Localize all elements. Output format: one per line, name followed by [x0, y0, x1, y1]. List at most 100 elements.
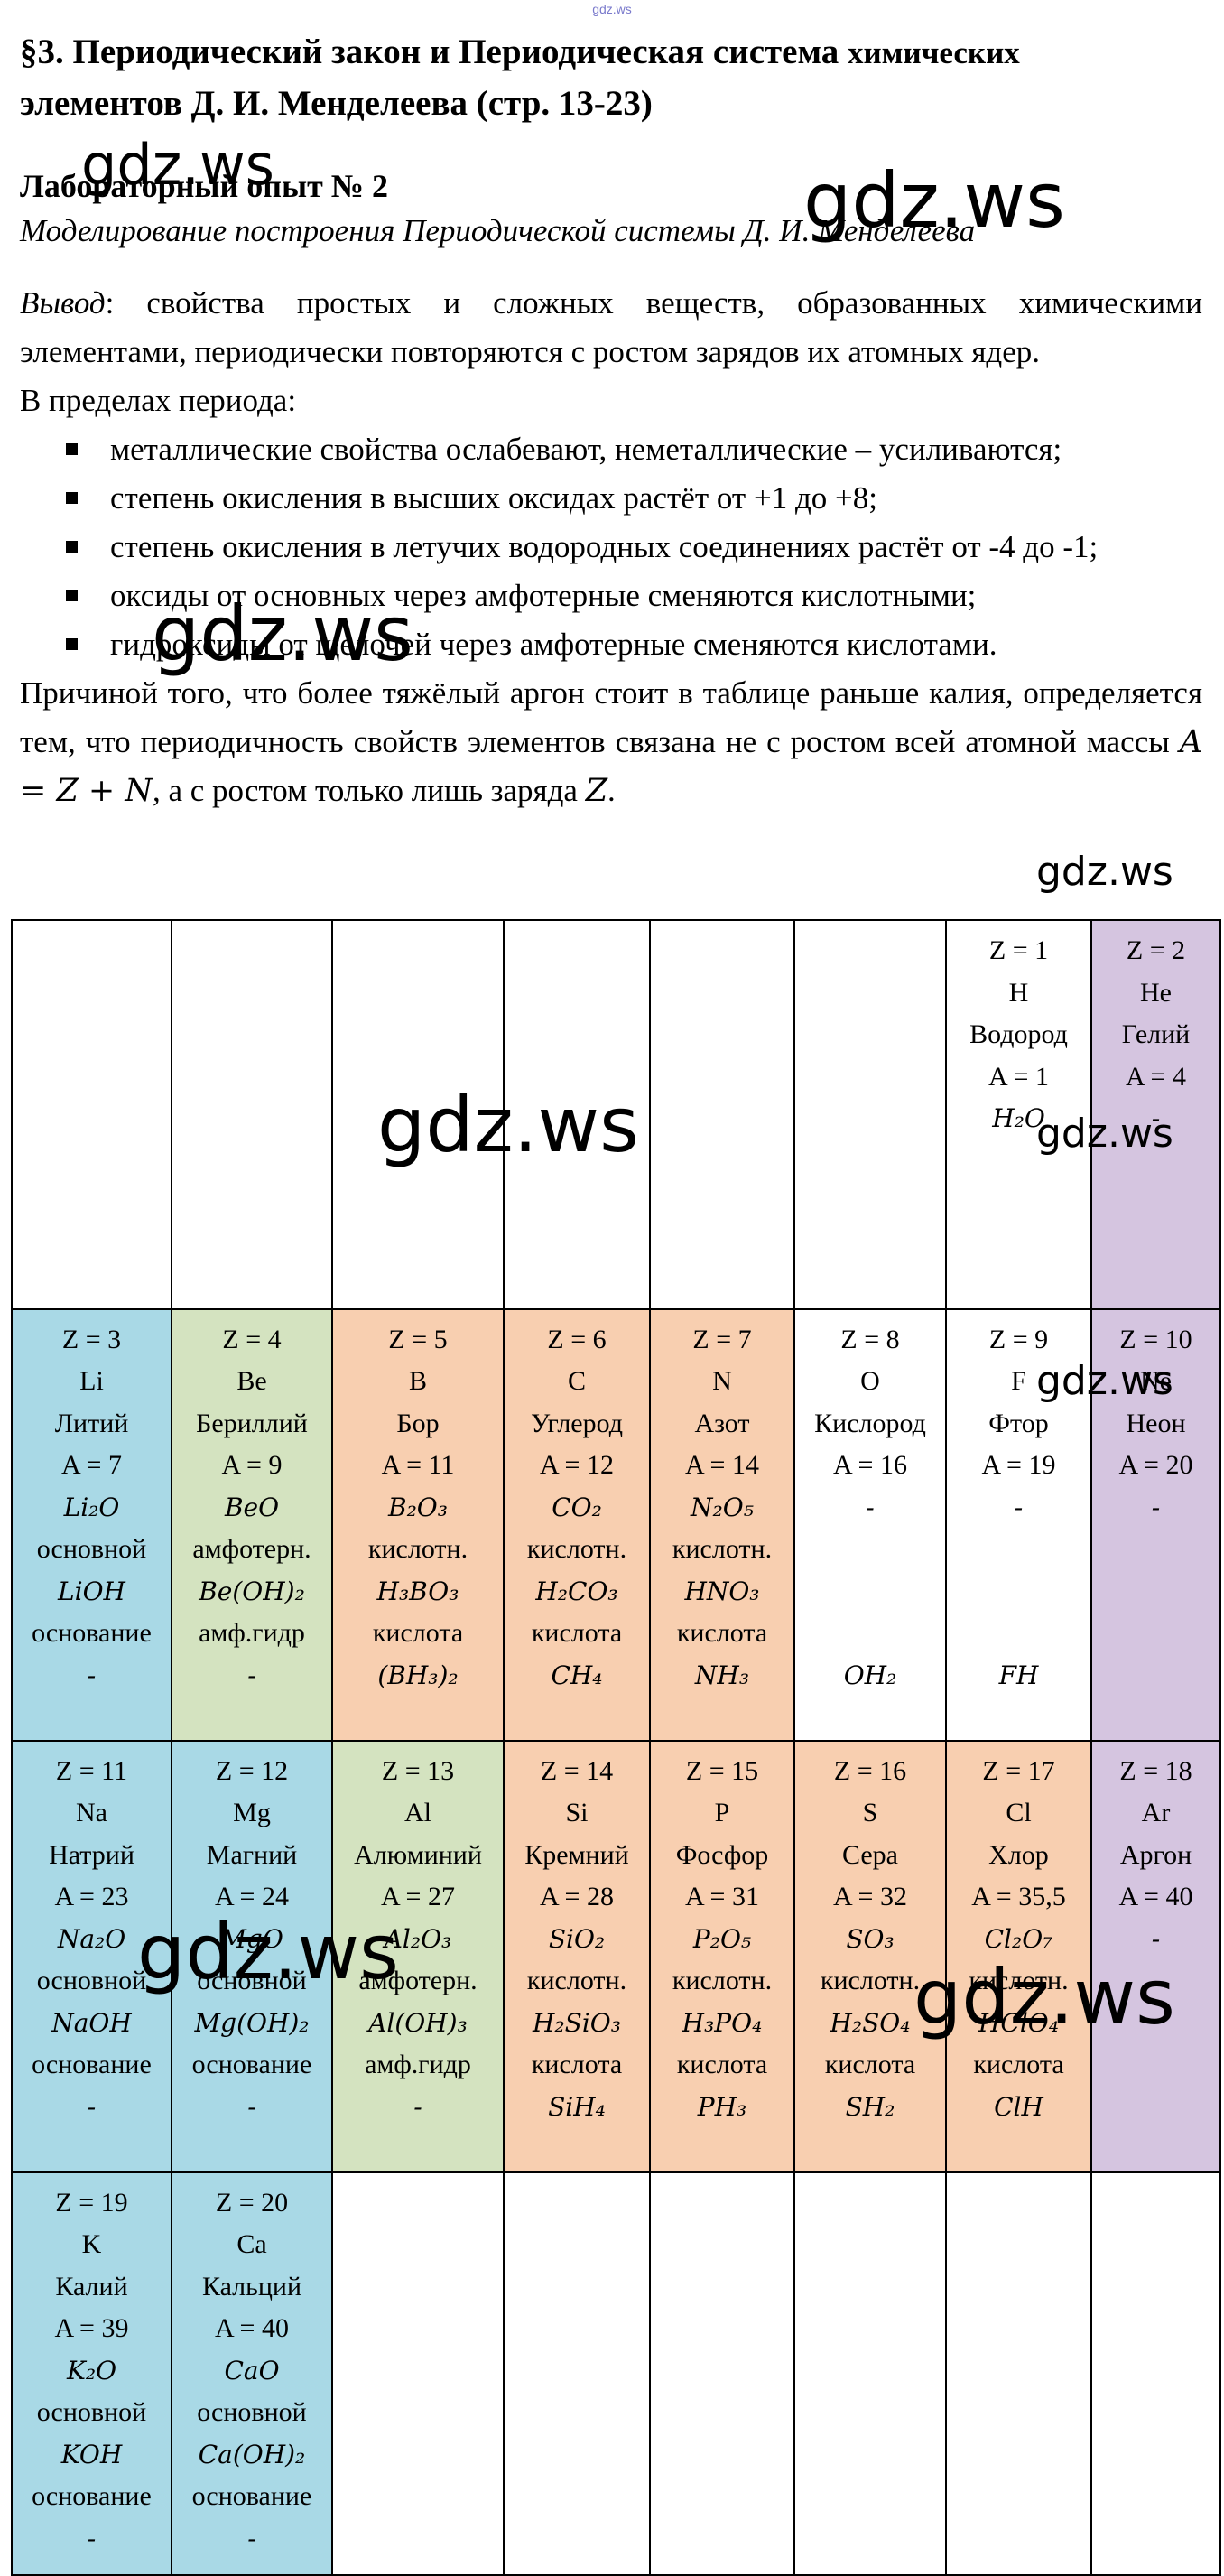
element-sym: Si	[565, 1798, 589, 1827]
period-intro: В пределах периода:	[20, 383, 297, 418]
section-title-main: §3. Периодический закон и Периодическая …	[20, 33, 839, 71]
element-hydroxide-type: ​	[1093, 1224, 1219, 1267]
element-hydroxide: ​	[796, 1571, 944, 1613]
element-hydroxide: ​	[948, 1182, 1090, 1224]
element-sym: Mg	[233, 1798, 271, 1827]
element-oxide: MgO	[220, 1923, 283, 1954]
element-oxide: -	[866, 1492, 875, 1522]
period-row: Z = 3 Li Литий A = 7 Li₂O основной LiOH основан…	[11, 1307, 1221, 1742]
element-hydroxide-type: ​	[796, 1613, 944, 1655]
element-sym: N	[712, 1366, 732, 1396]
argon-text-1: Причиной того, что более тяжёлый аргон с…	[20, 675, 1202, 759]
element-oxide: P₂O₅	[692, 1923, 752, 1954]
bullet-item: степень окисления в летучих водородных с…	[20, 523, 1202, 572]
element-oxide-type: кислотн.	[367, 1534, 468, 1564]
lab-title: Лабораторный опыт № 2	[20, 168, 388, 204]
element-mass: A = 19	[981, 1450, 1056, 1480]
element-hydride: (BH₃)₂	[377, 1660, 459, 1690]
element-hydroxide: H₂SO₄	[830, 2007, 911, 2038]
conclusion-label: Вывод	[20, 285, 106, 321]
element-oxide-type: кислотн.	[672, 1966, 773, 1995]
element-hydroxide-type: основание	[191, 2050, 312, 2079]
element-sym: Li	[79, 1366, 104, 1396]
element-hydroxide: H₃BO₃	[376, 1576, 459, 1606]
element-hydride: FH	[998, 1660, 1039, 1690]
watermark: gdz.ws	[1036, 849, 1173, 895]
element-name: Натрий	[49, 1839, 134, 1870]
element-oxide-type: ​	[1093, 1960, 1219, 2003]
element-hydride: SiH₄	[548, 2091, 606, 2122]
element-sym: O	[860, 1366, 880, 1396]
element-name: Водород	[969, 1019, 1068, 1049]
element-oxide: -	[1151, 1103, 1161, 1133]
element-oxide-type: амфотерн.	[192, 1534, 311, 1564]
element-oxide-type: основной	[197, 2397, 307, 2427]
element-hydroxide-type: кислота	[531, 2050, 623, 2079]
argon-text-3: .	[607, 773, 616, 808]
element-mass: A = 9	[221, 1450, 283, 1480]
element-oxide-type: ​	[948, 1140, 1090, 1183]
element-oxide: -	[1014, 1492, 1024, 1522]
element-hydroxide-type: основание	[191, 2481, 312, 2511]
element-hydroxide-type: кислота	[676, 2050, 768, 2079]
element-sym: Cl	[1006, 1798, 1032, 1827]
element-hydroxide: H₂SiO₃	[533, 2007, 621, 2038]
element-hydride: -	[247, 1660, 256, 1690]
element-hydride: ​	[948, 1266, 1090, 1307]
element-z: Z = 6	[547, 1324, 607, 1354]
element-mass: A = 24	[215, 1882, 289, 1911]
element-mass: A = 27	[381, 1882, 455, 1911]
conclusion-paragraph: Вывод: свойства простых и сложных вещест…	[20, 279, 1202, 377]
section-title: §3. Периодический закон и Периодическая …	[20, 27, 1202, 129]
element-oxide-type: кислотн.	[526, 1534, 627, 1564]
element-z: Z = 8	[840, 1324, 900, 1354]
element-name: Углерод	[530, 1408, 624, 1438]
conclusion-text: : свойства простых и сложных веществ, об…	[20, 285, 1202, 369]
element-hydroxide: NaOH	[51, 2007, 132, 2038]
element-sym: P	[714, 1798, 730, 1827]
section-title-small: химических	[848, 35, 1020, 70]
argon-paragraph: Причиной того, что более тяжёлый аргон с…	[20, 669, 1202, 815]
element-hydride: ClH	[994, 2091, 1043, 2122]
element-z: Z = 5	[388, 1324, 448, 1354]
element-oxide-type: кислотн.	[820, 1966, 921, 1995]
element-hydroxide-type: амф.гидр	[199, 1618, 305, 1648]
empty-cell	[503, 2171, 651, 2576]
element-name: Кислород	[814, 1408, 926, 1438]
element-oxide: SO₃	[846, 1923, 895, 1954]
element-sym: Ca	[236, 2229, 267, 2259]
element-name: Калий	[55, 2271, 128, 2302]
empty-cell	[331, 919, 505, 1310]
element-sym: Al	[404, 1798, 431, 1827]
element-hydroxide: Ca(OH)₂	[198, 2439, 306, 2469]
element-hydride: ​	[1093, 2087, 1219, 2129]
element-z: Z = 16	[833, 1755, 907, 1786]
element-hydroxide-type: основание	[32, 2481, 152, 2511]
empty-cell	[793, 2171, 947, 2576]
element-z: Z = 17	[982, 1755, 1055, 1786]
element-cell: Z = 12 Mg Магний A = 24 MgO основной Mg(OH)₂ ос…	[171, 1739, 333, 2173]
element-name: Бор	[396, 1408, 440, 1438]
element-oxide: H₂O	[992, 1103, 1045, 1133]
element-cell: Z = 17 Cl Хлор A = 35,5 Cl₂O₇ кислотн. HClO₄ ки…	[945, 1739, 1092, 2173]
empty-cell	[945, 2171, 1092, 2576]
element-hydroxide-type: кислота	[676, 1618, 768, 1648]
element-z: Z = 12	[215, 1755, 289, 1786]
element-oxide: Cl₂O₇	[984, 1923, 1053, 1954]
period-row: Z = 11 Na Натрий A = 23 Na₂O основной NaOH осно…	[11, 1739, 1221, 2173]
element-hydride: OH₂	[843, 1660, 897, 1690]
element-z: Z = 20	[215, 2187, 289, 2218]
bullet-item: металлические свойства ослабевают, немет…	[20, 425, 1202, 474]
element-hydroxide-type: ​	[948, 1224, 1090, 1267]
empty-cell	[649, 2171, 795, 2576]
element-oxide-type: ​	[1093, 1140, 1219, 1183]
element-name: Фосфор	[675, 1839, 769, 1870]
element-oxide: N₂O₅	[691, 1492, 754, 1522]
empty-cell	[1090, 2171, 1221, 2576]
element-name: Литий	[54, 1408, 129, 1438]
element-name: Аргон	[1119, 1839, 1192, 1870]
